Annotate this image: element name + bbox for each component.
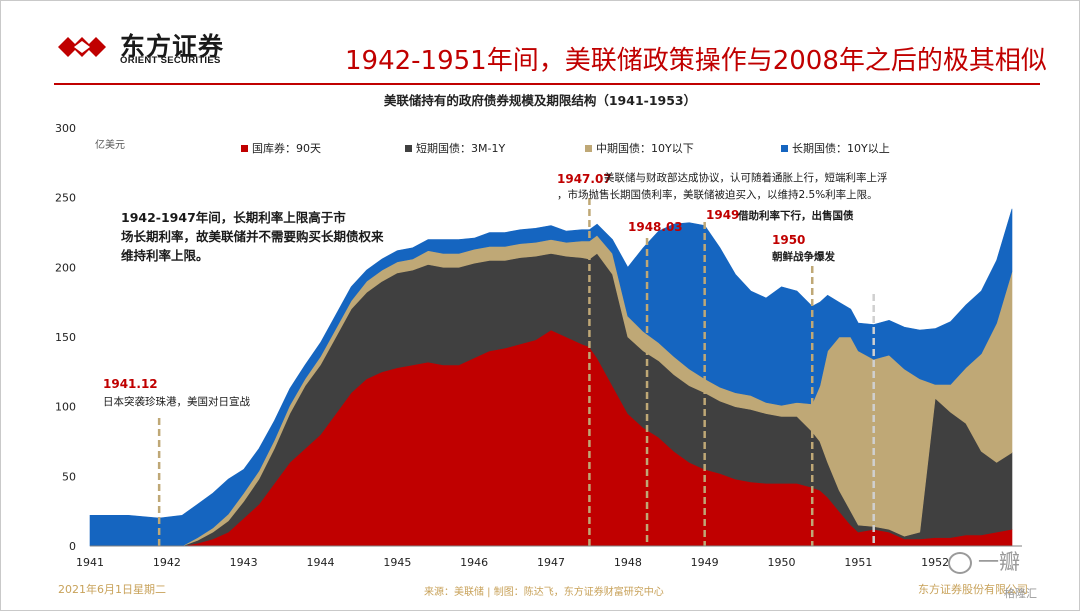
note-line-2: 维持利率上限。 bbox=[121, 248, 209, 263]
watermark-icon bbox=[948, 552, 972, 574]
x-tick-6: 1947 bbox=[537, 556, 565, 569]
x-tick-11: 1952 bbox=[921, 556, 949, 569]
legend-group: 国库券：90天 短期国债：3M-1Y 中期国债：10Y以下 长期国债：10Y以上 bbox=[241, 141, 890, 155]
orient-logo-icon bbox=[58, 37, 106, 57]
legend-label-3: 长期国债：10Y以上 bbox=[792, 141, 890, 155]
note-line-1: 场长期利率，故美联储并不需要购买长期债权来 bbox=[121, 229, 384, 244]
annotation-date-0: 1941.12 bbox=[103, 377, 158, 391]
x-tick-10: 1951 bbox=[844, 556, 872, 569]
x-tick-1: 1942 bbox=[153, 556, 181, 569]
y-tick-3: 150 bbox=[55, 331, 76, 344]
legend-swatch-3 bbox=[781, 145, 788, 152]
footer-company: 东方证券股份有限公司 bbox=[918, 583, 1028, 596]
y-unit-label: 亿美元 bbox=[95, 138, 125, 151]
header-rule bbox=[54, 83, 1040, 85]
note-line-0: 1942-1947年间，长期利率上限高于市 bbox=[121, 210, 346, 225]
legend-swatch-2 bbox=[585, 145, 592, 152]
footer-date: 2021年6月1日星期二 bbox=[58, 583, 166, 596]
x-tick-5: 1946 bbox=[460, 556, 488, 569]
y-tick-6: 300 bbox=[55, 122, 76, 135]
footer-source: 来源：美联储 | 制图：陈达飞，东方证券财富研究中心 bbox=[424, 587, 664, 598]
annotation-text-1: 美联储与财政部达成协议，认可随着通胀上行，短端利率上浮 bbox=[604, 171, 888, 184]
annotation-date-2: 1948.03 bbox=[628, 220, 683, 234]
annotation-date-4: 1950 bbox=[772, 233, 805, 247]
axes-group: 0 50 100 150 200 250 300 1941 1942 1943 1944 1945 19… bbox=[55, 122, 1022, 569]
note-text-group: 1942-1947年间，长期利率上限高于市场长期利率，故美联储并不需要购买长期债… bbox=[121, 210, 384, 263]
legend-label-0: 国库券：90天 bbox=[252, 141, 321, 155]
annotation-date-5: 1951.03 bbox=[871, 257, 926, 271]
annotation-text-3: 借助利率下行，出售国债 bbox=[737, 209, 854, 222]
area-series-3 bbox=[89, 208, 1013, 547]
annotation-date-1: 1947.07 bbox=[557, 172, 612, 186]
x-tick-2: 1943 bbox=[230, 556, 258, 569]
logo-english-text: ORIENT SECURITIES bbox=[120, 55, 221, 66]
x-tick-7: 1948 bbox=[614, 556, 642, 569]
y-tick-1: 50 bbox=[62, 470, 76, 483]
watermark-subtext: 格隆汇 bbox=[1004, 587, 1037, 600]
company-logo: 东方证券 ORIENT SECURITIES bbox=[54, 27, 249, 69]
watermark-text: 一瓣 bbox=[978, 550, 1020, 574]
y-tick-4: 200 bbox=[55, 261, 76, 274]
legend-label-1: 短期国债：3M-1Y bbox=[416, 141, 505, 155]
legend-swatch-1 bbox=[405, 145, 412, 152]
slide-headline: 1942-1951年间，美联储政策操作与2008年之后的极其相似 bbox=[345, 46, 1047, 76]
watermark: 一瓣 bbox=[948, 546, 1020, 576]
x-tick-9: 1950 bbox=[768, 556, 796, 569]
annotations-group: 1941.12 日本突袭珍珠港，美国对日宣战 1947.07美联储与财政部达成协议，… bbox=[103, 171, 960, 546]
x-tick-8: 1949 bbox=[691, 556, 719, 569]
annotation-date-3: 1949 bbox=[706, 208, 739, 222]
y-tick-5: 250 bbox=[55, 192, 76, 205]
chart-title: 美联储持有的政府债券规模及期限结构（1941-1953） bbox=[384, 93, 696, 108]
y-tick-0: 0 bbox=[69, 540, 76, 553]
y-tick-2: 100 bbox=[55, 401, 76, 414]
annotation-text-0: 日本突袭珍珠港，美国对日宣战 bbox=[103, 395, 250, 408]
annotation-text-5: 财政部-美联储协议 bbox=[870, 274, 960, 287]
legend-label-2: 中期国债：10Y以下 bbox=[596, 141, 694, 155]
x-tick-3: 1944 bbox=[307, 556, 335, 569]
logo-chinese-text: 东方证券 bbox=[120, 32, 225, 61]
x-tick-0: 1941 bbox=[76, 556, 104, 569]
legend-swatch-0 bbox=[241, 145, 248, 152]
annotation-text-1-b: ，市场抛售长期国债利率，美联储被迫买入，以维持2.5%利率上限。 bbox=[557, 188, 878, 201]
x-tick-4: 1945 bbox=[383, 556, 411, 569]
annotation-text-4: 朝鲜战争爆发 bbox=[772, 250, 835, 263]
